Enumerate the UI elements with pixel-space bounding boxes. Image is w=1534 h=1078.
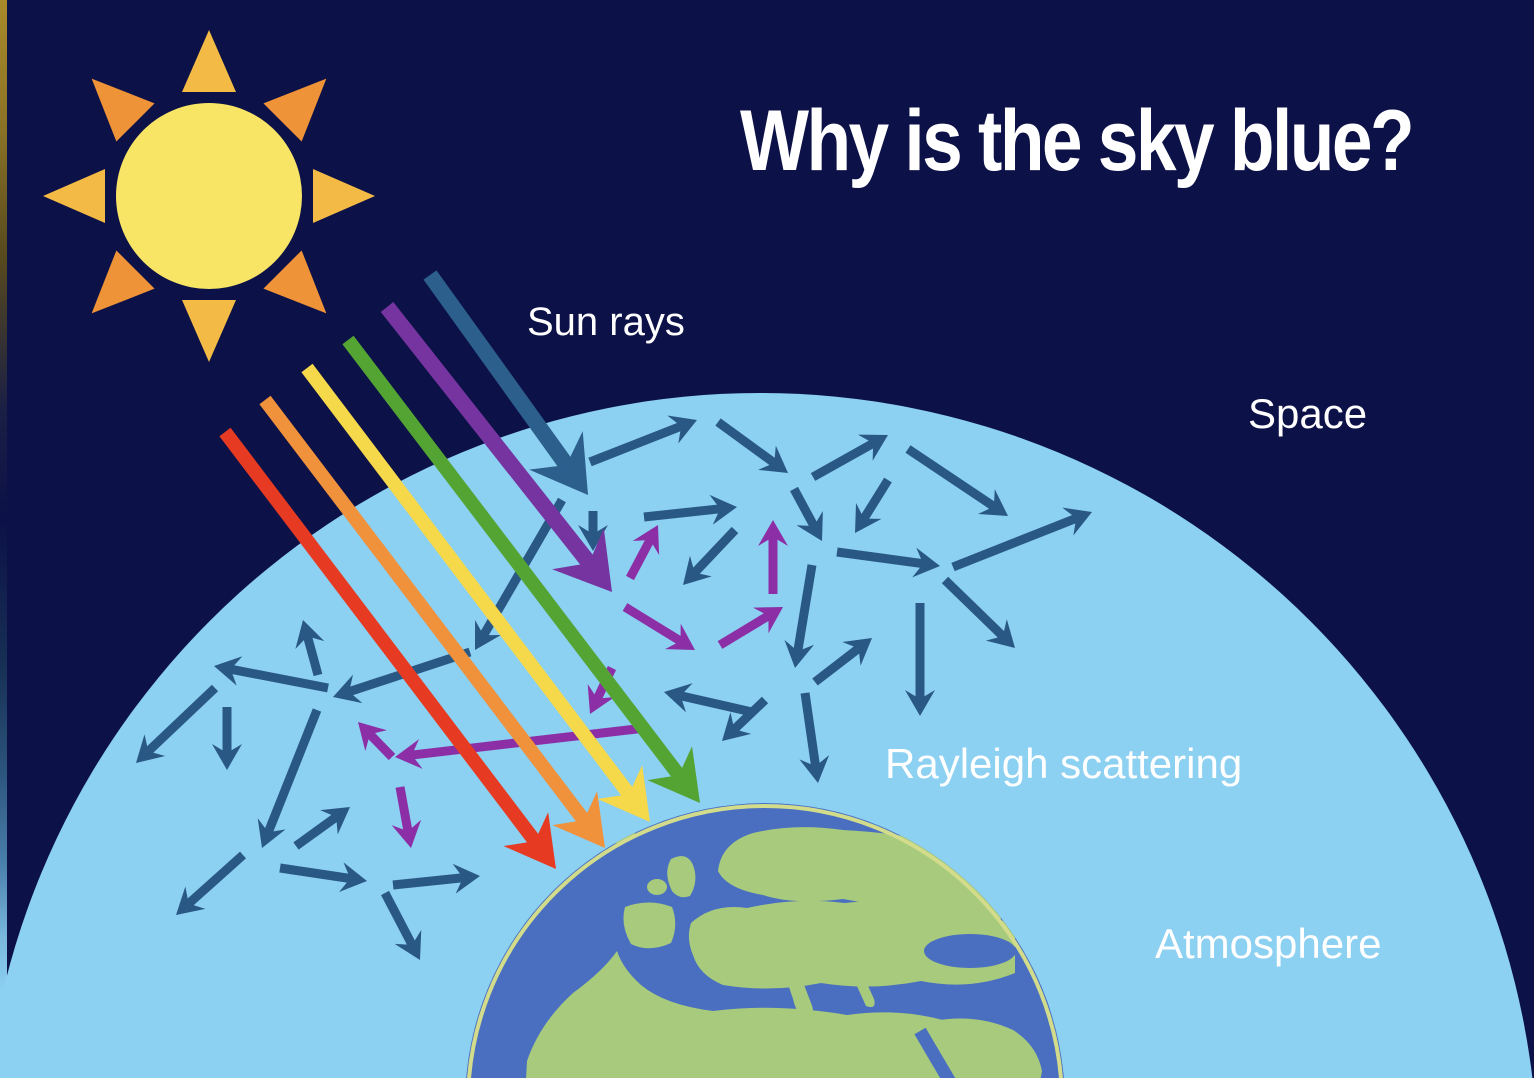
sun-ray-arrows	[219, 270, 700, 869]
earth-rim-highlight	[466, 804, 1064, 1078]
earth-globe	[465, 803, 1065, 1078]
left-edge-stripe	[0, 0, 7, 1078]
sun-icon	[43, 30, 375, 362]
